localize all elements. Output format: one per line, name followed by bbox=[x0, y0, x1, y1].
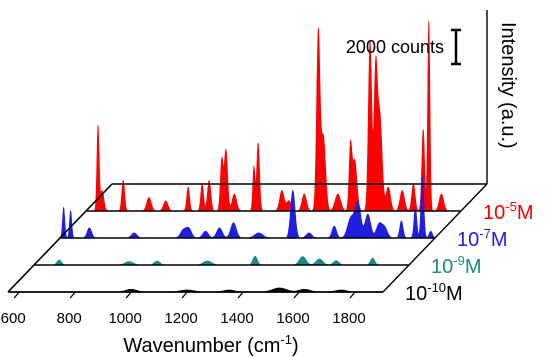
x-tick-1800 bbox=[349, 291, 356, 299]
x-tick-label-1200: 1200 bbox=[164, 310, 197, 327]
x-tick-label-1600: 1600 bbox=[276, 310, 309, 327]
x-tick-800 bbox=[69, 291, 76, 299]
spectra-layer bbox=[8, 20, 461, 293]
x-tick-label-1800: 1800 bbox=[332, 310, 365, 327]
scale-bar bbox=[451, 28, 461, 66]
x-tick-600 bbox=[13, 291, 20, 299]
series-label-2: 10-7M bbox=[457, 226, 507, 251]
spectrum-series-1 bbox=[34, 255, 409, 266]
series-label-0: 10-10M bbox=[405, 280, 463, 305]
x-tick-1600 bbox=[293, 291, 300, 299]
y-axis-title: Intensity (a.u.) bbox=[497, 22, 519, 149]
left-depth-edge bbox=[7, 183, 113, 293]
series-label-1: 10-9M bbox=[431, 253, 481, 278]
x-tick-label-600: 600 bbox=[1, 310, 26, 327]
right-depth-edge bbox=[382, 183, 488, 293]
x-tick-1200 bbox=[181, 291, 188, 299]
x-tick-label-1000: 1000 bbox=[108, 310, 141, 327]
x-tick-1400 bbox=[237, 291, 244, 299]
series-label-3: 10-5M bbox=[483, 199, 533, 224]
scale-bar-label: 2000 counts bbox=[346, 37, 444, 57]
x-tick-1000 bbox=[125, 291, 132, 299]
x-axis-title: Wavenumber (cm-1) bbox=[123, 332, 298, 357]
x-tick-label-1400: 1400 bbox=[220, 310, 253, 327]
axes-layer: 600 800 1000 1200 1400 1600 180010-10M10-9M10-… bbox=[1, 10, 533, 327]
x-tick-label-800: 800 bbox=[57, 310, 82, 327]
